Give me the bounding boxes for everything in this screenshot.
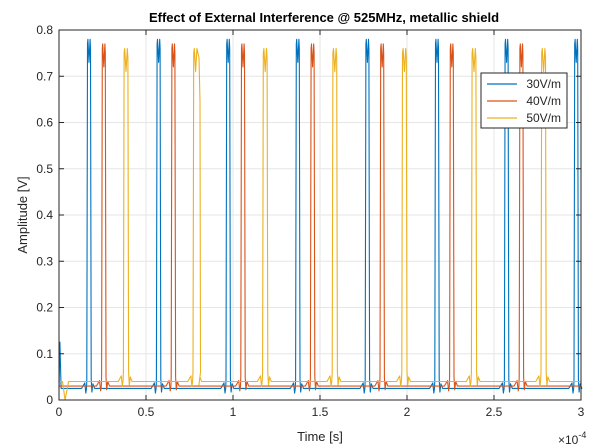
x-exponent-power: -4 — [578, 430, 586, 440]
x-tick-label: 1 — [230, 405, 237, 419]
x-tick-label: 2 — [404, 405, 411, 419]
y-tick-label: 0.1 — [36, 347, 53, 361]
legend-entry: 50V/m — [526, 111, 561, 125]
series-line — [59, 43, 581, 392]
legend: 30V/m 40V/m 50V/m — [480, 72, 568, 129]
x-tick-label: 0.5 — [138, 405, 155, 419]
x-exponent-label: ×10-4 — [558, 430, 586, 447]
y-tick-label: 0.3 — [36, 254, 53, 268]
chart-title: Effect of External Interference @ 525MHz… — [149, 10, 499, 25]
y-tick-label: 0.5 — [36, 162, 53, 176]
y-axis-label: Amplitude [V] — [15, 176, 30, 253]
legend-entry: 40V/m — [526, 94, 561, 108]
x-tick-label: 3 — [578, 405, 585, 419]
y-tick-label: 0.4 — [36, 208, 53, 222]
y-tick-label: 0.8 — [36, 23, 53, 37]
legend-entry: 30V/m — [526, 77, 561, 91]
y-tick-label: 0.2 — [36, 301, 53, 315]
y-tick-label: 0.6 — [36, 116, 53, 130]
series-layer — [58, 38, 583, 401]
x-tick-label: 2.5 — [486, 405, 503, 419]
x-tick-label: 1.5 — [312, 405, 329, 419]
y-tick-label: 0.7 — [36, 69, 53, 83]
x-tick-label: 0 — [56, 405, 63, 419]
x-axis-label: Time [s] — [297, 429, 343, 444]
ticks: 0 0.5 1 1.5 2 2.5 3 0 0.1 0.2 0.3 0.4 0.5 0.6 0.7 0.8 — [36, 23, 584, 419]
y-tick-label: 0 — [46, 393, 53, 407]
series-line — [59, 47, 581, 401]
x-exponent-base: ×10 — [558, 433, 579, 447]
